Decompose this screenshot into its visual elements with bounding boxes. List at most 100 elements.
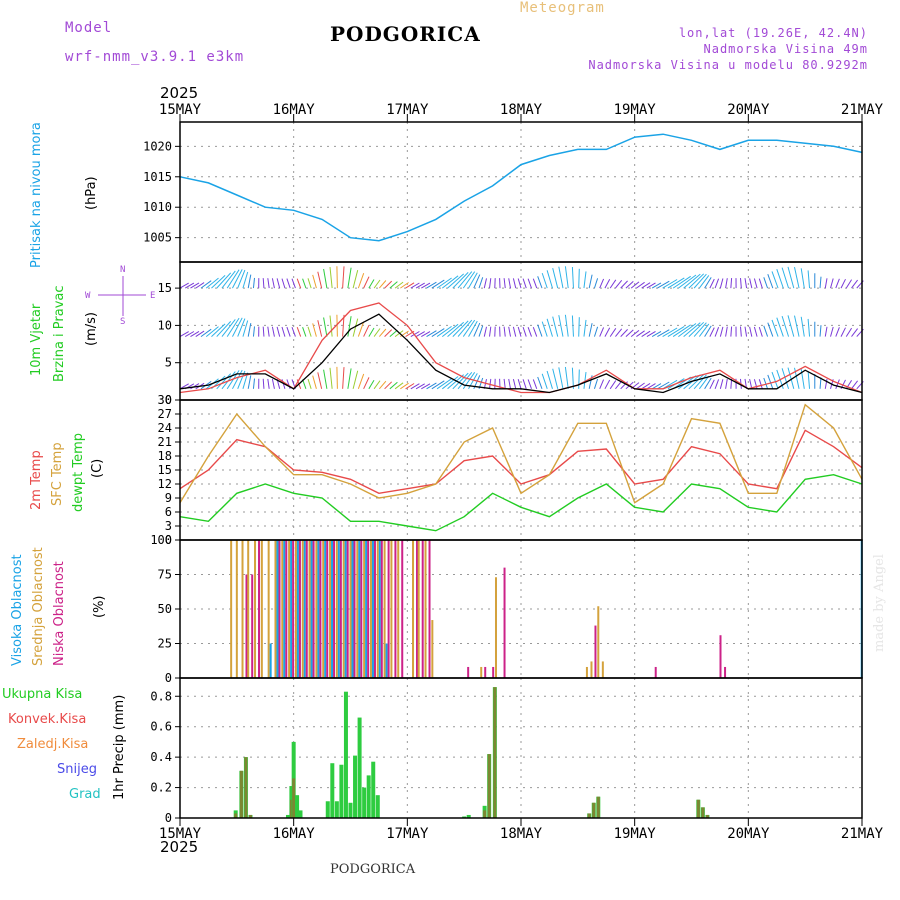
wind-barb: [211, 275, 226, 289]
wind-barb: [672, 275, 691, 289]
wind-barb: [593, 278, 599, 289]
wind-barb: [578, 369, 580, 389]
wind-barb: [593, 378, 599, 389]
wind-barb: [625, 329, 634, 337]
y-tick-label: 100: [150, 533, 172, 547]
wind-barb: [517, 326, 522, 337]
wind-barb: [615, 328, 623, 337]
pressure-line: [179, 133, 863, 242]
wind-barb: [400, 382, 409, 390]
wind-barb: [302, 278, 307, 289]
total-rain-bar: [298, 810, 303, 818]
wind-barb: [771, 319, 779, 337]
conv-rain-bar: [248, 814, 252, 818]
wind-barb: [609, 380, 617, 390]
y-tick-label: 3: [165, 519, 172, 533]
wind-barb: [286, 326, 291, 337]
y-tick-label: 0: [165, 533, 172, 547]
wind-barb: [271, 378, 275, 389]
y-tick-label: 6: [165, 505, 172, 519]
model-label: Model: [65, 20, 113, 36]
wind-barb: [522, 326, 527, 337]
wind-barb: [312, 323, 317, 337]
wind-barb: [410, 331, 420, 338]
year-bottom: 2025: [160, 838, 199, 856]
y-tick-label: 9: [165, 491, 172, 505]
wind-barb: [714, 379, 720, 389]
y-tick-label: 0: [165, 393, 172, 407]
x-tick-label: 17MAY: [386, 826, 429, 842]
wind-barb: [363, 324, 370, 337]
wind-barb: [578, 268, 580, 289]
wind-barb: [641, 330, 651, 338]
wind-barb: [216, 272, 232, 289]
wind-barb: [593, 326, 599, 337]
wind-barb: [704, 377, 712, 390]
wind-barb: [541, 272, 548, 289]
wind-barb: [794, 266, 800, 289]
wind-barb: [662, 327, 678, 338]
x-tick-label: 19MAY: [614, 102, 657, 118]
wind-barb: [719, 326, 724, 337]
wind-barb: [323, 268, 328, 289]
legend-west: W: [85, 291, 91, 301]
wind-barb: [851, 279, 858, 289]
wind-barb: [508, 378, 511, 389]
wind-barb: [462, 271, 476, 289]
wind-barb: [190, 330, 200, 338]
wind-barb: [657, 280, 670, 289]
wind-barb: [436, 378, 452, 390]
wind-barb: [271, 326, 275, 337]
wind-barb: [688, 273, 705, 289]
total-rain-bar: [371, 761, 376, 818]
wind-barb: [646, 330, 656, 338]
wind-barb: [452, 320, 469, 337]
y-tick-label: 18: [158, 449, 172, 463]
wind-barb: [426, 330, 437, 338]
wind-barb: [807, 371, 811, 389]
wind-barb: [651, 330, 662, 338]
legend-south: S: [120, 317, 125, 327]
wind-barb: [693, 374, 707, 390]
wind-barb: [226, 317, 240, 337]
wind-barb: [571, 367, 574, 389]
wind-barb: [436, 325, 452, 338]
wind-barb: [571, 315, 574, 337]
wind-barb: [651, 383, 662, 390]
wind-barb: [221, 270, 236, 289]
wind-barb: [646, 383, 656, 390]
wind-barb: [564, 314, 569, 337]
wind-barb: [373, 380, 381, 390]
wind-barb: [609, 328, 617, 337]
wind-barb: [457, 371, 473, 390]
meteogram-label: Meteogram: [520, 0, 605, 16]
wind-barb: [651, 282, 662, 289]
wind-barb: [781, 315, 790, 337]
wind-barb: [447, 273, 465, 289]
wind-barb: [787, 367, 795, 389]
wind-barb: [824, 278, 828, 289]
y-tick-label: 1015: [143, 170, 172, 184]
wind-barb: [276, 278, 281, 289]
wind-barb: [527, 278, 532, 289]
wind-barb: [725, 326, 728, 337]
wind-barb: [352, 318, 359, 337]
wind-barb: [714, 278, 720, 289]
wind-barb: [667, 277, 685, 289]
y-tick-label: 10: [158, 318, 172, 332]
wind-barb: [641, 282, 651, 289]
wind-barb: [781, 267, 790, 289]
wind-barb: [384, 381, 393, 390]
wind-barb: [749, 378, 753, 389]
wind-barb: [683, 273, 701, 289]
wind-barb: [312, 375, 317, 389]
conv-rain-bar: [234, 813, 238, 818]
wind-barb: [291, 327, 296, 337]
wind-barb: [389, 281, 398, 289]
wind-barb: [247, 274, 252, 289]
wind-barb: [442, 376, 459, 390]
wind-barb: [276, 326, 281, 337]
wind-barb: [410, 282, 420, 289]
wind-barb: [447, 374, 465, 390]
wind-barb: [767, 374, 774, 389]
